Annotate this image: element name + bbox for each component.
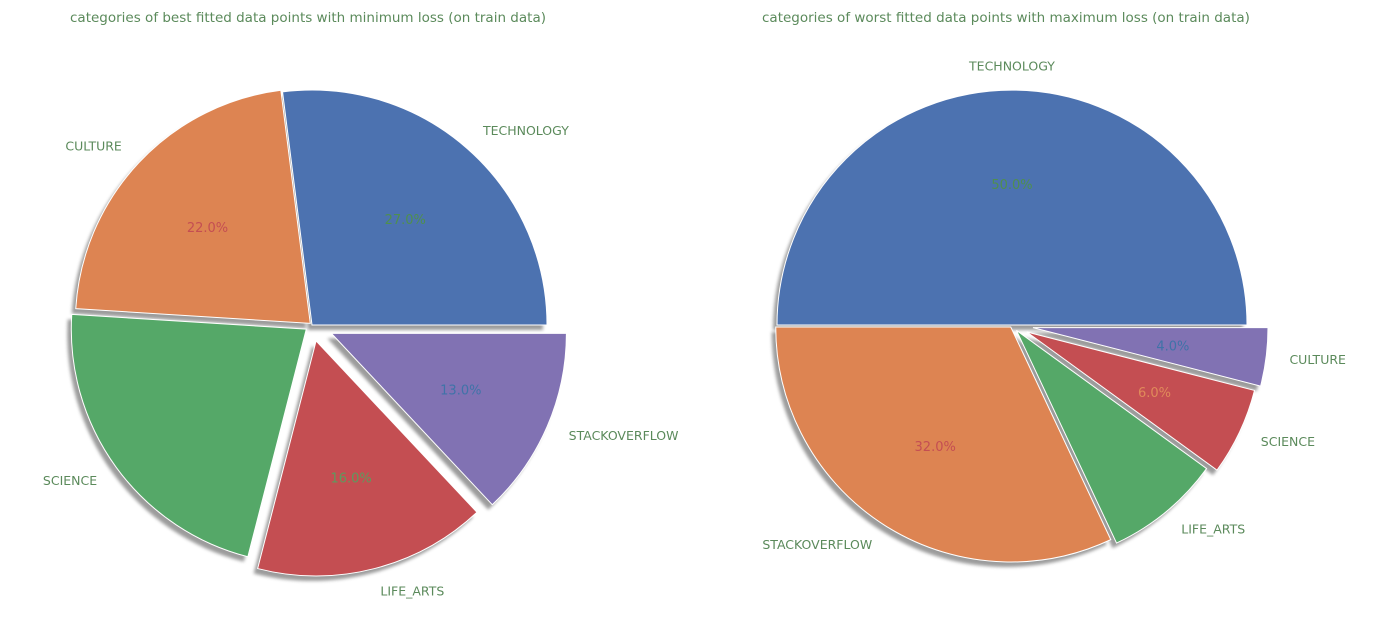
percent-label-technology: 27.0% bbox=[385, 213, 426, 228]
pie-wedge-culture bbox=[1032, 327, 1269, 387]
category-label-science: SCIENCE bbox=[1261, 434, 1315, 449]
chart-title-left: categories of best fitted data points wi… bbox=[70, 10, 546, 26]
percent-label-technology: 50.0% bbox=[991, 178, 1032, 193]
percent-label-science: 6.0% bbox=[1138, 386, 1171, 401]
pie-chart-worst-fitted: TECHNOLOGY 50.0% STACKOVERFLOW 32.0% LIFE_AR… bbox=[762, 59, 1346, 567]
pie-wedge-science bbox=[70, 313, 307, 558]
category-label-life-arts: LIFE_ARTS bbox=[1181, 522, 1245, 537]
pie-wedge-stackoverflow bbox=[330, 332, 567, 506]
pie-chart-best-fitted: TECHNOLOGY 27.0% CULTURE 22.0% SCIENCE LIFE_A… bbox=[43, 89, 679, 598]
pie-wedge-science bbox=[1026, 331, 1256, 471]
percent-label-culture: 4.0% bbox=[1156, 339, 1189, 354]
category-label-technology: TECHNOLOGY bbox=[968, 59, 1055, 74]
pie-wedge-life-arts bbox=[1016, 330, 1208, 544]
pie-wedge-stackoverflow bbox=[775, 326, 1112, 563]
chart-title-right: categories of worst fitted data points w… bbox=[762, 10, 1250, 26]
category-label-culture: CULTURE bbox=[65, 138, 122, 153]
category-label-stackoverflow: STACKOVERFLOW bbox=[762, 537, 872, 552]
pie-wedge-technology bbox=[281, 89, 548, 326]
percent-label-stackoverflow: 32.0% bbox=[915, 440, 956, 455]
category-label-life-arts: LIFE_ARTS bbox=[380, 583, 444, 598]
percent-label-life-arts: 16.0% bbox=[330, 472, 371, 487]
pie-wedge-life-arts bbox=[257, 339, 478, 577]
percent-label-culture: 22.0% bbox=[187, 221, 228, 236]
pie-wedge-culture bbox=[75, 89, 311, 324]
category-label-technology: TECHNOLOGY bbox=[482, 123, 569, 138]
category-label-science: SCIENCE bbox=[43, 473, 97, 488]
category-label-culture: CULTURE bbox=[1289, 352, 1346, 367]
category-label-stackoverflow: STACKOVERFLOW bbox=[569, 428, 679, 443]
percent-label-stackoverflow: 13.0% bbox=[440, 383, 481, 398]
pie-wedge-technology bbox=[776, 89, 1248, 326]
